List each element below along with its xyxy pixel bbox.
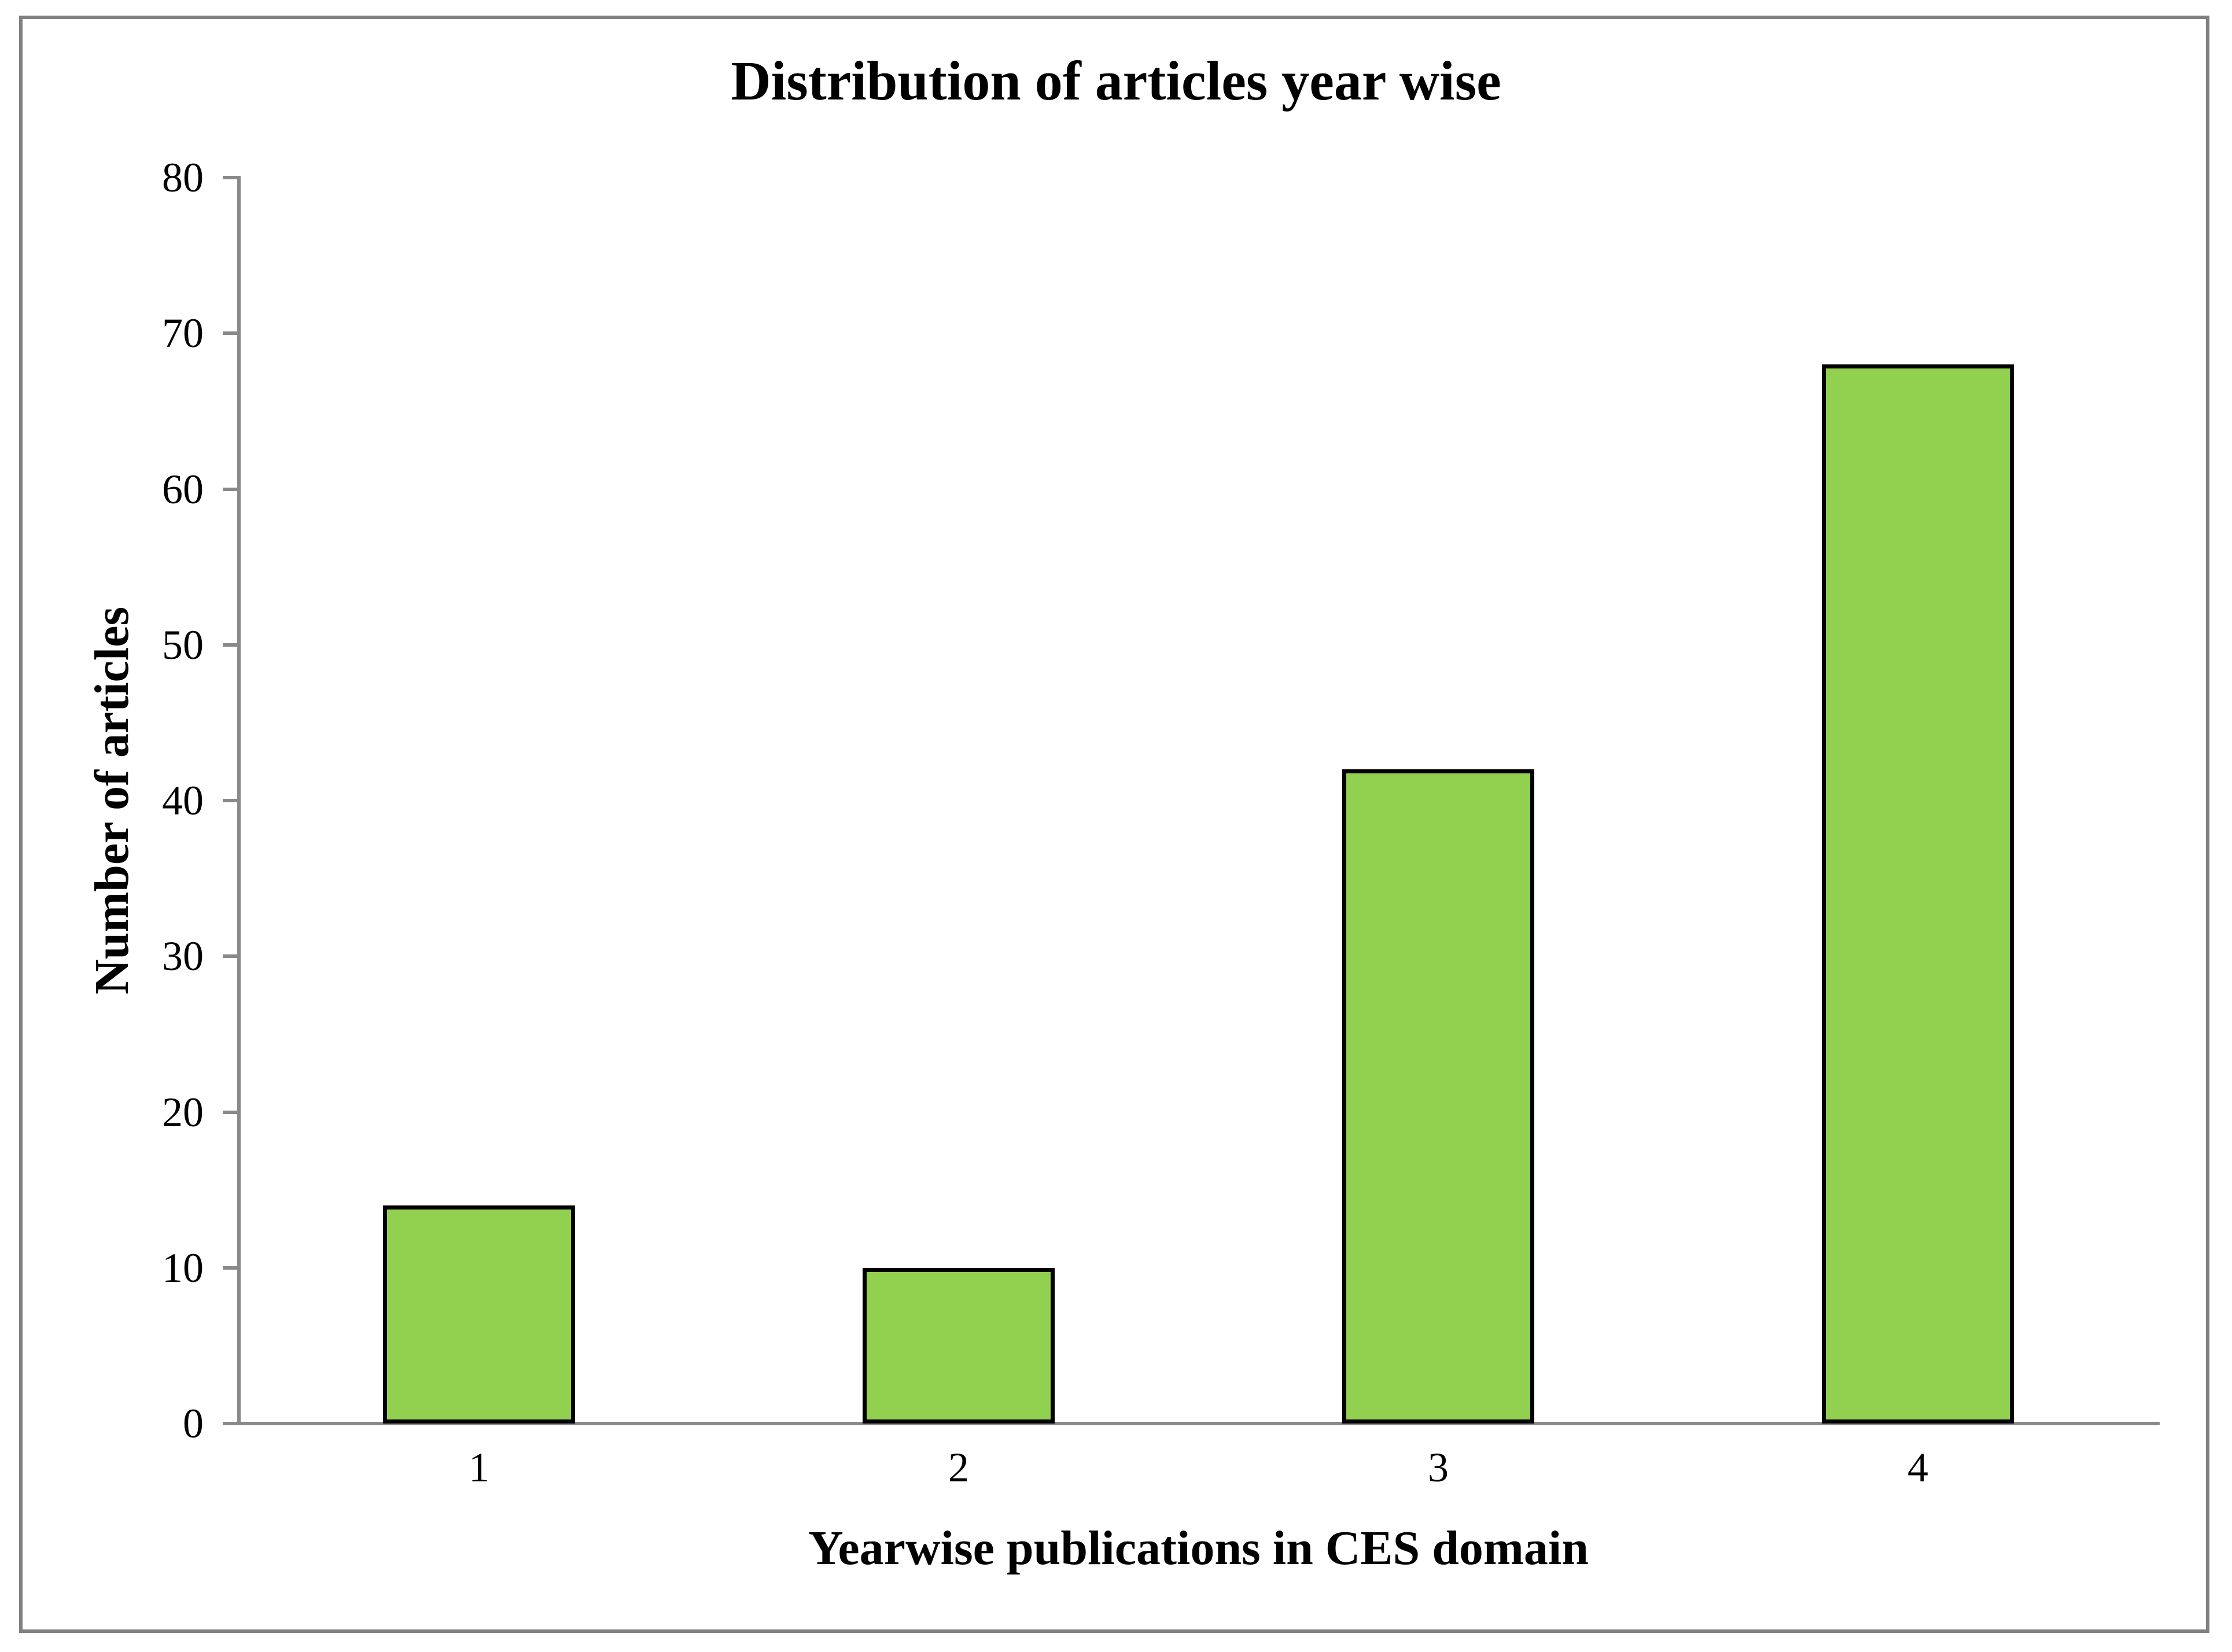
y-tick-label: 50 — [162, 621, 204, 668]
x-axis-title: Yearwise publications in CES domain — [808, 1521, 1589, 1575]
y-tick-label: 0 — [183, 1400, 204, 1447]
y-axis-tick — [223, 1266, 237, 1270]
x-category-label: 3 — [1428, 1444, 1449, 1491]
bar-category-2 — [863, 1268, 1055, 1424]
bar-category-1 — [383, 1205, 575, 1424]
y-axis-line — [237, 176, 241, 1425]
y-tick-label: 60 — [162, 466, 204, 512]
y-axis-tick — [223, 1110, 237, 1114]
chart-title: Distribution of articles year wise — [731, 50, 1501, 112]
y-tick-label: 30 — [162, 933, 204, 980]
x-category-label: 1 — [469, 1444, 489, 1491]
plot-area — [223, 176, 2160, 1425]
y-axis-tick — [223, 331, 237, 335]
y-tick-label: 80 — [162, 154, 204, 201]
y-tick-label: 10 — [162, 1244, 204, 1291]
bar-category-3 — [1342, 769, 1534, 1424]
y-tick-label: 40 — [162, 777, 204, 824]
y-axis-tick — [223, 954, 237, 958]
y-tick-label: 70 — [162, 310, 204, 357]
x-category-label: 2 — [948, 1444, 969, 1491]
y-axis-tick — [223, 487, 237, 491]
x-category-label: 4 — [1907, 1444, 1928, 1491]
y-tick-label: 20 — [162, 1089, 204, 1135]
y-axis-tick — [223, 176, 237, 179]
y-axis-tick — [223, 799, 237, 802]
y-axis-tick — [223, 643, 237, 647]
chart-border-frame — [19, 16, 2209, 1633]
bar-category-4 — [1822, 364, 2014, 1424]
y-axis-tick — [223, 1422, 237, 1425]
x-axis-line — [237, 1422, 2160, 1425]
